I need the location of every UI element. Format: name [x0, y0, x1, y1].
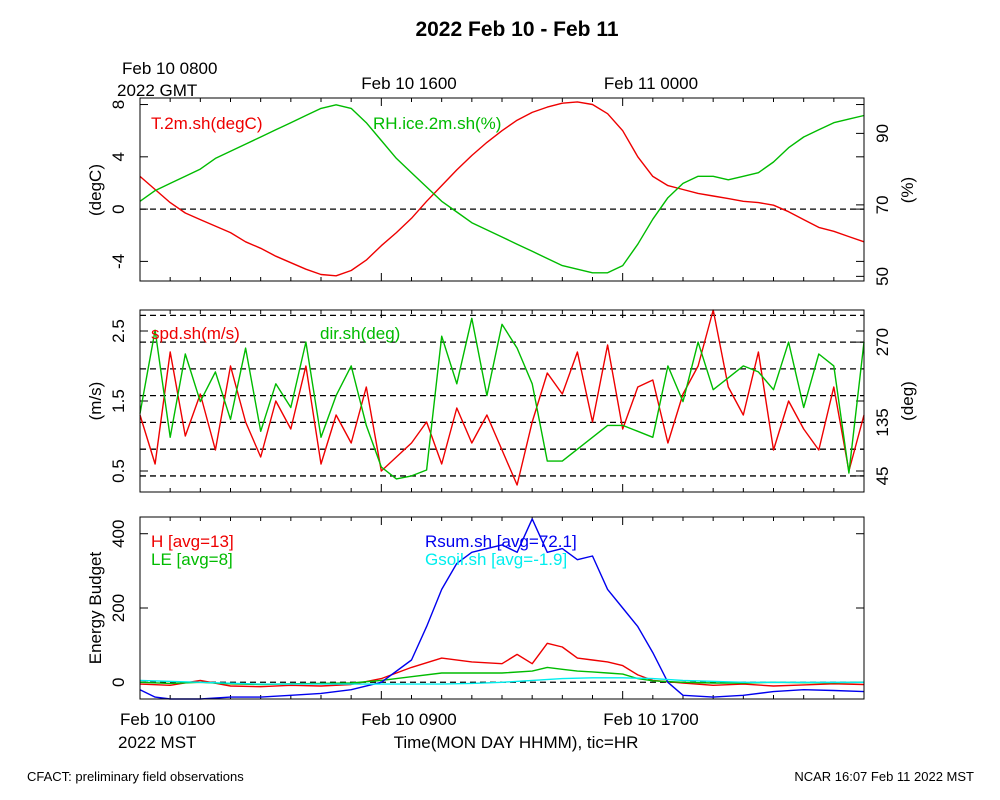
footer-left: CFACT: preliminary field observations: [27, 769, 244, 784]
legend-latent-heat: LE [avg=8]: [151, 550, 233, 569]
y2-tick-label: 135: [873, 408, 892, 436]
y-tick-label: 0: [109, 204, 128, 213]
panel2-plot: 0.5 1.5 2.5 45 135 270: [109, 309, 892, 492]
y2-tick-label: 70: [873, 195, 892, 214]
panel-energy-budget: 0 200 400 Energy Budget H [avg=13] LE [avg…: [86, 516, 865, 700]
series-line-1-0: [139, 309, 865, 486]
panel2-ylabel: (m/s): [86, 382, 105, 421]
series-line-2-2: [139, 518, 865, 700]
panel-wind: 0.5 1.5 2.5 45 135 270 (m/s) (deg) spd.sh(m/s…: [86, 309, 917, 493]
legend-net-radiation: Rsum.sh [avg=72.1]: [425, 532, 577, 551]
legend-humidity: RH.ice.2m.sh(%): [373, 114, 501, 133]
panel-temperature-humidity: -4 0 4 8 50 70 90 (degC) (%) T.2m.sh(degC) RH.…: [86, 97, 917, 286]
panel2-frame: [139, 309, 865, 493]
bottom-time-label-2: Feb 10 0900: [361, 710, 456, 729]
panel1-ylabel: (degC): [86, 164, 105, 216]
panel1-plot: -4 0 4 8 50 70 90: [109, 98, 892, 286]
bottom-time-label-1-line1: Feb 10 0100: [120, 710, 215, 729]
y2-tick-label: 90: [873, 124, 892, 143]
series-line-2-0: [139, 642, 865, 688]
panel3-frame: [139, 516, 865, 700]
y-tick-label: 2.5: [109, 319, 128, 343]
panel2-y2label: (deg): [898, 381, 917, 421]
y-tick-label: -4: [109, 254, 128, 269]
chart-title: 2022 Feb 10 - Feb 11: [415, 18, 618, 41]
legend-temperature: T.2m.sh(degC): [151, 114, 262, 133]
bottom-time-label-1-line2: 2022 MST: [118, 733, 196, 752]
y-tick-label: 200: [109, 594, 128, 622]
top-time-label-1-line1: Feb 10 0800: [122, 59, 217, 78]
series-line-0-1: [139, 104, 865, 274]
panel1-frame: [139, 97, 865, 282]
y-tick-label: 400: [109, 520, 128, 548]
legend-wind-direction: dir.sh(deg): [320, 324, 400, 343]
top-time-label-2: Feb 10 1600: [361, 74, 456, 93]
bottom-time-label-3: Feb 10 1700: [603, 710, 698, 729]
series-line-0-0: [139, 101, 865, 277]
top-time-label-3: Feb 11 0000: [604, 74, 698, 93]
series-line-2-3: [139, 677, 864, 685]
footer-right: NCAR 16:07 Feb 11 2022 MST: [794, 769, 974, 784]
y2-tick-label: 270: [873, 328, 892, 356]
y-tick-label: 1.5: [109, 389, 128, 413]
legend-wind-speed: spd.sh(m/s): [151, 324, 240, 343]
series-line-1-1: [139, 317, 865, 480]
y-tick-label: 0.5: [109, 459, 128, 483]
panel3-plot: 0 200 400: [109, 517, 865, 700]
x-axis-title: Time(MON DAY HHMM), tic=HR: [394, 733, 639, 752]
legend-soil-heat: Gsoil.sh [avg=-1.9]: [425, 550, 567, 569]
top-time-label-1-line2: 2022 GMT: [117, 81, 197, 100]
y2-tick-label: 45: [873, 466, 892, 485]
y-tick-label: 4: [109, 152, 128, 161]
legend-sensible-heat: H [avg=13]: [151, 532, 234, 551]
y-tick-label: 8: [109, 100, 128, 109]
y2-tick-label: 50: [873, 267, 892, 286]
panel3-ylabel: Energy Budget: [86, 551, 105, 664]
panel1-y2label: (%): [898, 177, 917, 203]
y-tick-label: 0: [109, 678, 128, 687]
